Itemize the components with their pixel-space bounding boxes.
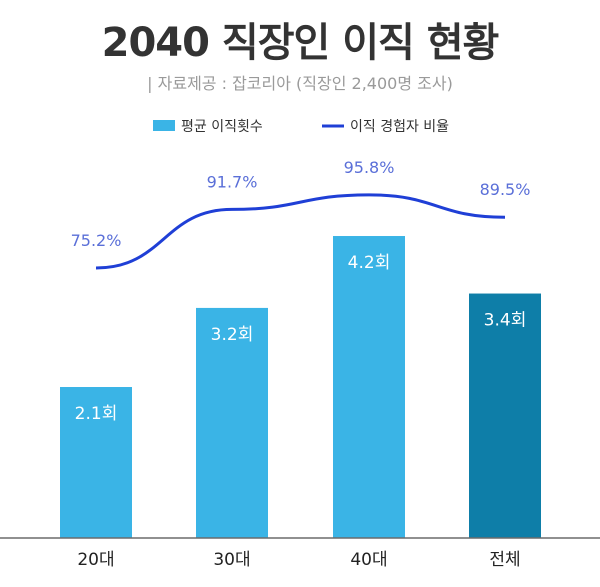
category-label: 전체 xyxy=(489,550,520,570)
bar-2 xyxy=(196,307,268,538)
bar-value-label: 3.2회 xyxy=(211,325,254,345)
chart-subtitle: | 자료제공 : 잡코리아 (직장인 2,400명 조사) xyxy=(147,74,453,93)
bar-3 xyxy=(333,236,405,538)
legend-swatch-bar xyxy=(153,120,175,131)
bar-value-label: 2.1회 xyxy=(75,404,118,424)
line-value-label: 89.5% xyxy=(480,180,531,199)
line-value-label: 95.8% xyxy=(344,158,395,177)
bar-1 xyxy=(60,387,132,538)
bar-value-label: 3.4회 xyxy=(484,311,527,331)
line-value-label: 91.7% xyxy=(207,172,258,191)
legend-label-line: 이직 경험자 비율 xyxy=(350,119,449,135)
category-label: 40대 xyxy=(350,550,387,570)
category-label: 20대 xyxy=(77,550,114,570)
line-value-label: 75.2% xyxy=(71,231,122,250)
bar-value-label: 4.2회 xyxy=(348,253,391,273)
legend: 평균 이직횟수 이직 경험자 비율 xyxy=(153,119,449,135)
chart-title: 2040 직장인 이직 현황 xyxy=(101,20,500,66)
bar-4 xyxy=(469,293,541,538)
series-line-ratio xyxy=(95,193,506,270)
category-label: 30대 xyxy=(213,550,250,570)
legend-label-bar: 평균 이직횟수 xyxy=(181,119,263,135)
